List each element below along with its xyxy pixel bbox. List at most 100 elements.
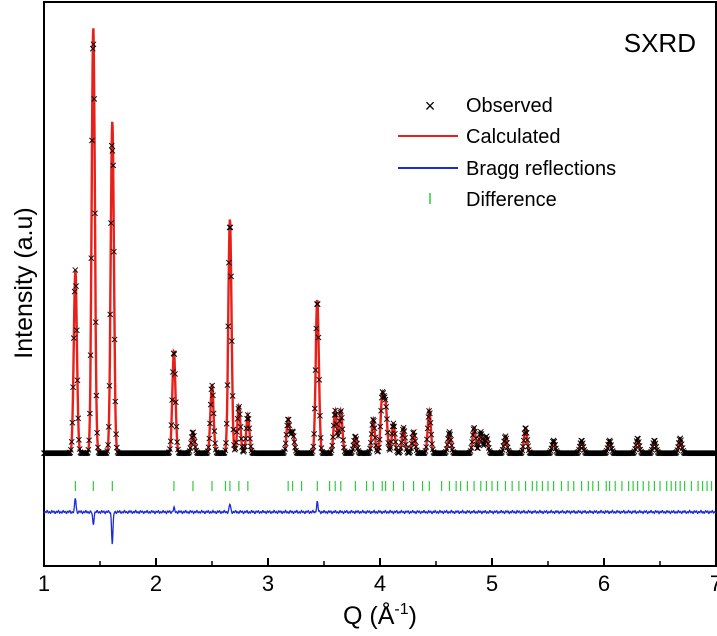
observed-point — [306, 450, 313, 457]
observed-point — [93, 392, 100, 399]
observed-point — [229, 392, 236, 399]
observed-point — [73, 327, 80, 334]
observed-point — [712, 450, 717, 457]
observed-point — [547, 449, 553, 456]
observed-point — [89, 137, 95, 144]
observed-point — [428, 431, 435, 438]
observed-point — [628, 450, 635, 457]
annotation-label: SXRD — [624, 28, 696, 58]
observed-point — [212, 440, 219, 447]
observed-point — [424, 425, 431, 432]
observed-point — [209, 392, 216, 399]
observed-point — [328, 447, 335, 454]
observed-point — [423, 444, 430, 450]
observed-point — [185, 449, 192, 456]
observed-point — [340, 437, 347, 444]
x-tick-label: 2 — [150, 571, 162, 596]
observed-point — [521, 430, 528, 437]
observed-point — [91, 95, 98, 102]
observed-point — [237, 423, 244, 430]
observed-point — [423, 436, 430, 443]
observed-point — [108, 220, 114, 227]
observed-point — [400, 424, 407, 431]
observed-point — [412, 438, 419, 445]
observed-point — [225, 259, 232, 266]
observed-point — [70, 335, 77, 342]
difference-curve — [43, 498, 717, 545]
observed-point — [419, 450, 426, 457]
observed-point — [479, 435, 486, 442]
observed-point — [110, 248, 117, 255]
observed-point — [523, 429, 530, 436]
observed-point — [106, 382, 113, 389]
observed-point — [73, 283, 79, 290]
observed-point — [282, 440, 289, 447]
observed-point — [286, 422, 293, 429]
observed-point — [201, 450, 208, 457]
observed-point — [330, 422, 337, 429]
observed-point — [291, 439, 298, 446]
observed-point — [222, 447, 229, 454]
observed-point — [168, 422, 175, 429]
observed-point — [238, 435, 245, 442]
observed-point — [166, 446, 173, 453]
x-tick-label: 3 — [262, 571, 274, 596]
observed-point — [101, 450, 108, 457]
observed-point — [350, 442, 357, 449]
observed-point — [410, 429, 417, 436]
observed-point — [71, 288, 78, 295]
observed-point — [426, 410, 433, 417]
observed-point — [443, 446, 450, 453]
observed-point — [236, 403, 243, 410]
observed-point — [378, 407, 385, 414]
observed-point — [388, 438, 395, 445]
observed-point — [711, 450, 717, 457]
observed-point — [224, 382, 231, 389]
difference-line — [43, 498, 717, 545]
observed-points — [41, 41, 717, 457]
observed-point — [92, 319, 99, 326]
observed-point — [190, 429, 197, 436]
observed-point — [111, 336, 118, 343]
observed-point — [370, 416, 377, 423]
observed-point — [105, 423, 112, 430]
observed-point — [314, 301, 320, 308]
observed-point — [520, 443, 526, 450]
observed-point — [314, 301, 321, 308]
observed-point — [336, 418, 343, 425]
x-tick-label: 6 — [598, 571, 610, 596]
bragg-ticks — [74, 481, 713, 491]
observed-point — [235, 405, 242, 412]
observed-point — [411, 432, 418, 439]
observed-point — [113, 431, 120, 438]
observed-point — [226, 224, 233, 231]
observed-point — [104, 448, 111, 455]
observed-point — [206, 435, 213, 442]
observed-point — [474, 445, 481, 452]
observed-point — [205, 444, 212, 451]
observed-point — [315, 334, 322, 341]
observed-point — [233, 428, 240, 435]
observed-point — [339, 426, 346, 433]
observed-point — [478, 431, 485, 437]
observed-point — [69, 419, 76, 426]
legend-label-observed: Observed — [466, 95, 553, 117]
observed-point — [579, 440, 586, 447]
x-axis-ticks: 1 2 3 4 5 6 7 — [38, 558, 717, 596]
observed-point — [401, 428, 408, 435]
observed-point — [448, 436, 454, 443]
observed-point — [398, 439, 405, 446]
observed-point — [392, 438, 399, 445]
observed-point — [524, 436, 531, 443]
observed-point — [245, 415, 252, 422]
x-axis-title-close: ) — [409, 602, 417, 630]
observed-point — [484, 436, 491, 442]
observed-point — [480, 442, 487, 449]
observed-point — [90, 41, 97, 48]
observed-point — [480, 440, 486, 447]
x-tick-label: 5 — [486, 571, 498, 596]
observed-point — [311, 405, 318, 412]
observed-point — [402, 441, 409, 448]
observed-point — [363, 450, 370, 457]
